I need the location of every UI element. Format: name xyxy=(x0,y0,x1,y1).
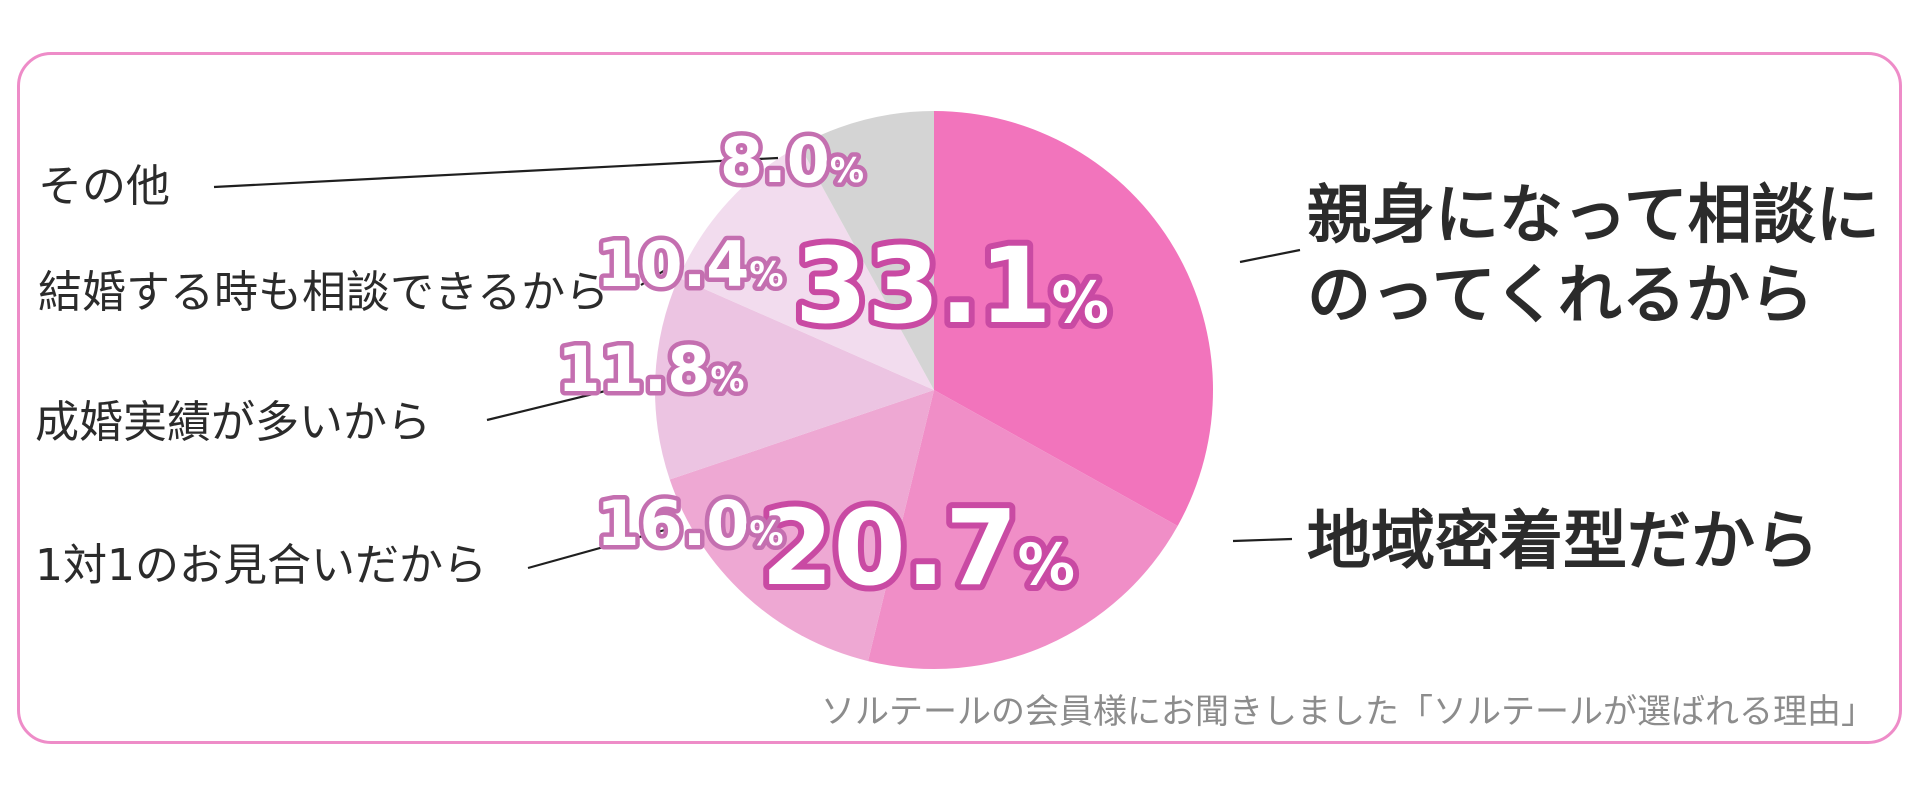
slice-percentage-label: 33.1% xyxy=(795,225,1109,347)
leader-line xyxy=(1239,248,1301,264)
leader-line xyxy=(1232,537,1293,543)
slice-percentage-label: 8.0% xyxy=(720,124,864,197)
percentage-labels: 33.1% 20.7%16.0% 11.8% 10.4% 8.0% xyxy=(553,120,1115,616)
chart-caption: ソルテールの会員様にお聞きしました「ソルテールが選ばれる理由」 xyxy=(821,692,1875,732)
pie-slice xyxy=(678,145,934,390)
pie-slice xyxy=(669,390,934,662)
leader-line xyxy=(640,261,679,286)
leader-line xyxy=(486,381,639,422)
slice-category-label: その他 xyxy=(38,161,170,212)
slice-category-label: 成婚実績が多いから xyxy=(35,397,431,448)
leader-lines xyxy=(213,156,1301,570)
slice-category-label: 親身になって相談にのってくれるから xyxy=(1307,179,1880,333)
pie-slice xyxy=(868,390,1178,670)
pie-slice xyxy=(934,111,1213,526)
slice-percentage-label: 11.8% xyxy=(557,333,744,406)
slice-percentage-label: 16.0% xyxy=(596,487,783,560)
slice-category-label: 1対1のお見合いだから xyxy=(35,540,487,591)
slice-percentage-label: 10.4% xyxy=(596,228,783,301)
slice-category-label: 結婚する時も相談できるから xyxy=(38,267,609,318)
pie-slices xyxy=(655,111,1213,670)
pie-slice xyxy=(655,277,934,480)
pie-slice xyxy=(799,111,934,390)
leader-line xyxy=(527,526,673,570)
slice-percentage-label: 20.7% xyxy=(761,487,1075,609)
leader-line xyxy=(213,156,779,189)
slice-category-label: 地域密着型だから xyxy=(1307,505,1819,579)
